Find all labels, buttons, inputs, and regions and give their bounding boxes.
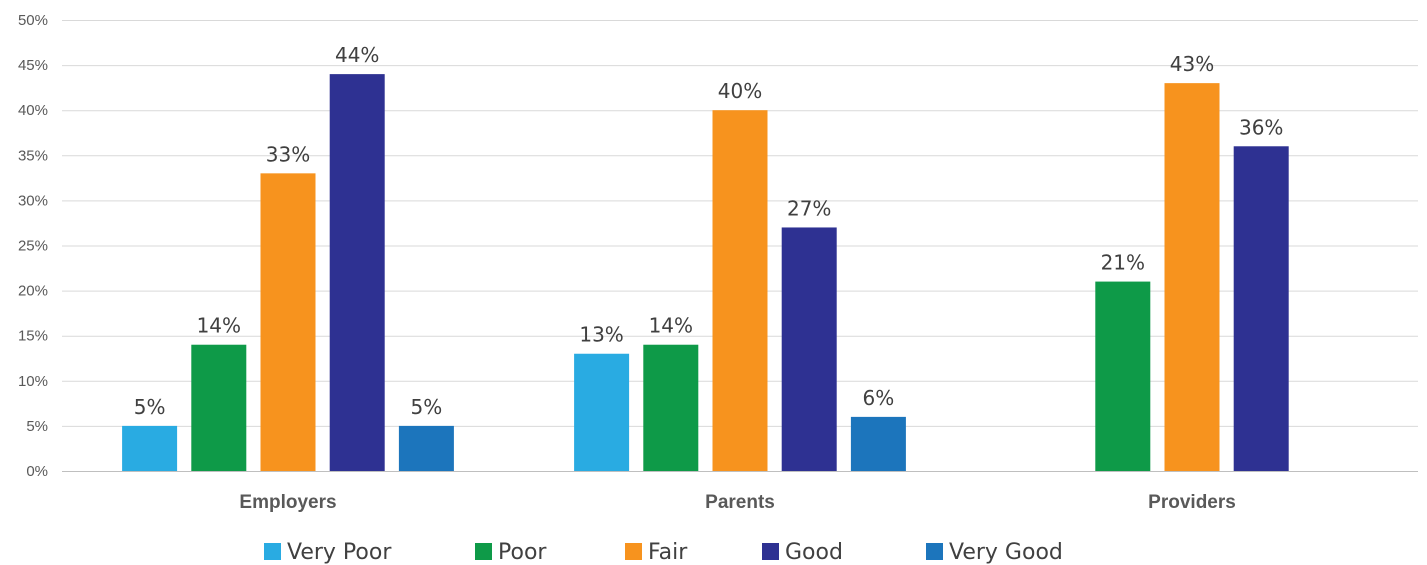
data-label: 21% — [1101, 251, 1145, 275]
legend-label: Good — [785, 540, 843, 565]
bar-good-employers — [329, 74, 385, 472]
data-label: 44% — [335, 43, 379, 67]
y-tick-label: 25% — [18, 238, 48, 255]
legend-swatch — [625, 543, 642, 560]
bar-very-poor-employers — [122, 425, 178, 471]
y-axis-ticks: 0% 5% 10% 15% 20% 25% 30% 35% 40% 45% 50% — [18, 12, 48, 480]
y-tick-label: 30% — [18, 192, 48, 209]
y-tick-label: 35% — [18, 147, 48, 164]
bar-fair-providers — [1164, 83, 1220, 471]
bar-poor-employers — [191, 344, 247, 471]
bar-fair-parents — [712, 110, 768, 471]
legend-swatch — [926, 543, 943, 560]
data-label: 5% — [134, 395, 166, 419]
data-label: 40% — [718, 79, 762, 103]
bar-poor-providers — [1095, 281, 1151, 471]
category-label: Providers — [1148, 492, 1236, 513]
bar-very-good-employers — [398, 425, 454, 471]
data-label: 14% — [197, 314, 241, 338]
data-label: 33% — [266, 142, 310, 166]
legend-swatch — [475, 543, 492, 560]
data-label: 14% — [649, 314, 693, 338]
category-label: Employers — [239, 492, 336, 513]
data-label: 43% — [1170, 52, 1214, 76]
x-axis-categories: Employers Parents Providers — [239, 492, 1235, 513]
bar-poor-parents — [643, 344, 699, 471]
bar-very-good-parents — [850, 416, 906, 471]
category-label: Parents — [705, 492, 775, 513]
bar-fair-employers — [260, 173, 316, 471]
data-label: 13% — [579, 323, 623, 347]
legend-label: Fair — [648, 540, 688, 565]
legend-label: Very Good — [949, 540, 1063, 565]
bars — [122, 74, 1289, 472]
data-label: 27% — [787, 196, 831, 220]
legend: Very Poor Poor Fair Good Very Good — [264, 540, 1063, 565]
y-tick-label: 0% — [26, 463, 48, 480]
y-tick-label: 50% — [18, 12, 48, 29]
legend-label: Poor — [498, 540, 547, 565]
y-tick-label: 5% — [26, 418, 48, 435]
legend-label: Very Poor — [287, 540, 392, 565]
legend-swatch — [264, 543, 281, 560]
data-label: 36% — [1239, 115, 1283, 139]
data-label: 6% — [863, 386, 895, 410]
bar-good-providers — [1233, 146, 1289, 471]
y-tick-label: 40% — [18, 102, 48, 119]
y-tick-label: 45% — [18, 57, 48, 74]
bar-good-parents — [781, 227, 837, 471]
y-tick-label: 20% — [18, 283, 48, 300]
y-tick-label: 15% — [18, 328, 48, 345]
y-tick-label: 10% — [18, 373, 48, 390]
data-label: 5% — [411, 395, 443, 419]
bar-very-poor-parents — [574, 353, 630, 471]
legend-swatch — [762, 543, 779, 560]
data-labels: 5% 14% 33% 44% 5% 13% 14% 40% 27% 6% 21% 43% 36% — [134, 43, 1284, 419]
